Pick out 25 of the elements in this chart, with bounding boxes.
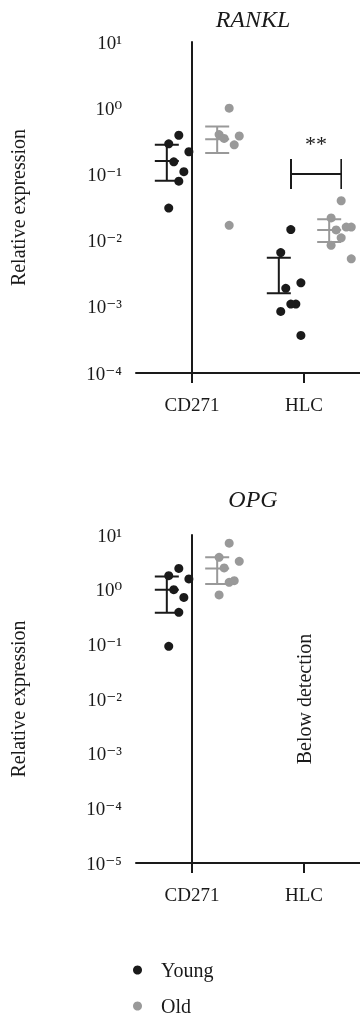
y-axis-title: Relative expression bbox=[7, 128, 30, 287]
y-tick-label: 10⁻⁴ bbox=[86, 797, 123, 819]
y-tick-label: 10⁰ bbox=[95, 97, 123, 119]
y-tick-label: 10⁻⁴ bbox=[86, 362, 123, 384]
chart-title: OPG bbox=[228, 486, 278, 512]
x-tick-label: HLC bbox=[285, 394, 323, 415]
y-tick-label: 10⁻² bbox=[87, 230, 123, 252]
legend-label: Old bbox=[161, 995, 191, 1017]
y-tick-label: 10⁻² bbox=[87, 688, 123, 710]
annotation: ** bbox=[305, 130, 327, 156]
chart-title: RANKL bbox=[214, 6, 291, 32]
x-tick-label: HLC bbox=[285, 884, 323, 905]
y-axis-title: Relative expression bbox=[7, 620, 30, 778]
legend-label: Young bbox=[161, 959, 214, 982]
y-tick-label: 10⁻⁵ bbox=[86, 852, 122, 874]
y-tick-label: 10⁻¹ bbox=[87, 633, 123, 655]
x-tick-label: CD271 bbox=[164, 394, 220, 415]
y-tick-label: 10⁻³ bbox=[87, 743, 123, 765]
x-tick-label: CD271 bbox=[164, 884, 220, 905]
y-tick-label: 10¹ bbox=[97, 524, 123, 546]
annotation: Below detection bbox=[293, 633, 315, 765]
y-tick-label: 10⁻³ bbox=[87, 296, 123, 318]
y-tick-label: 10⁰ bbox=[95, 579, 123, 601]
y-tick-label: 10⁻¹ bbox=[87, 163, 123, 185]
y-tick-label: 10¹ bbox=[97, 31, 123, 53]
